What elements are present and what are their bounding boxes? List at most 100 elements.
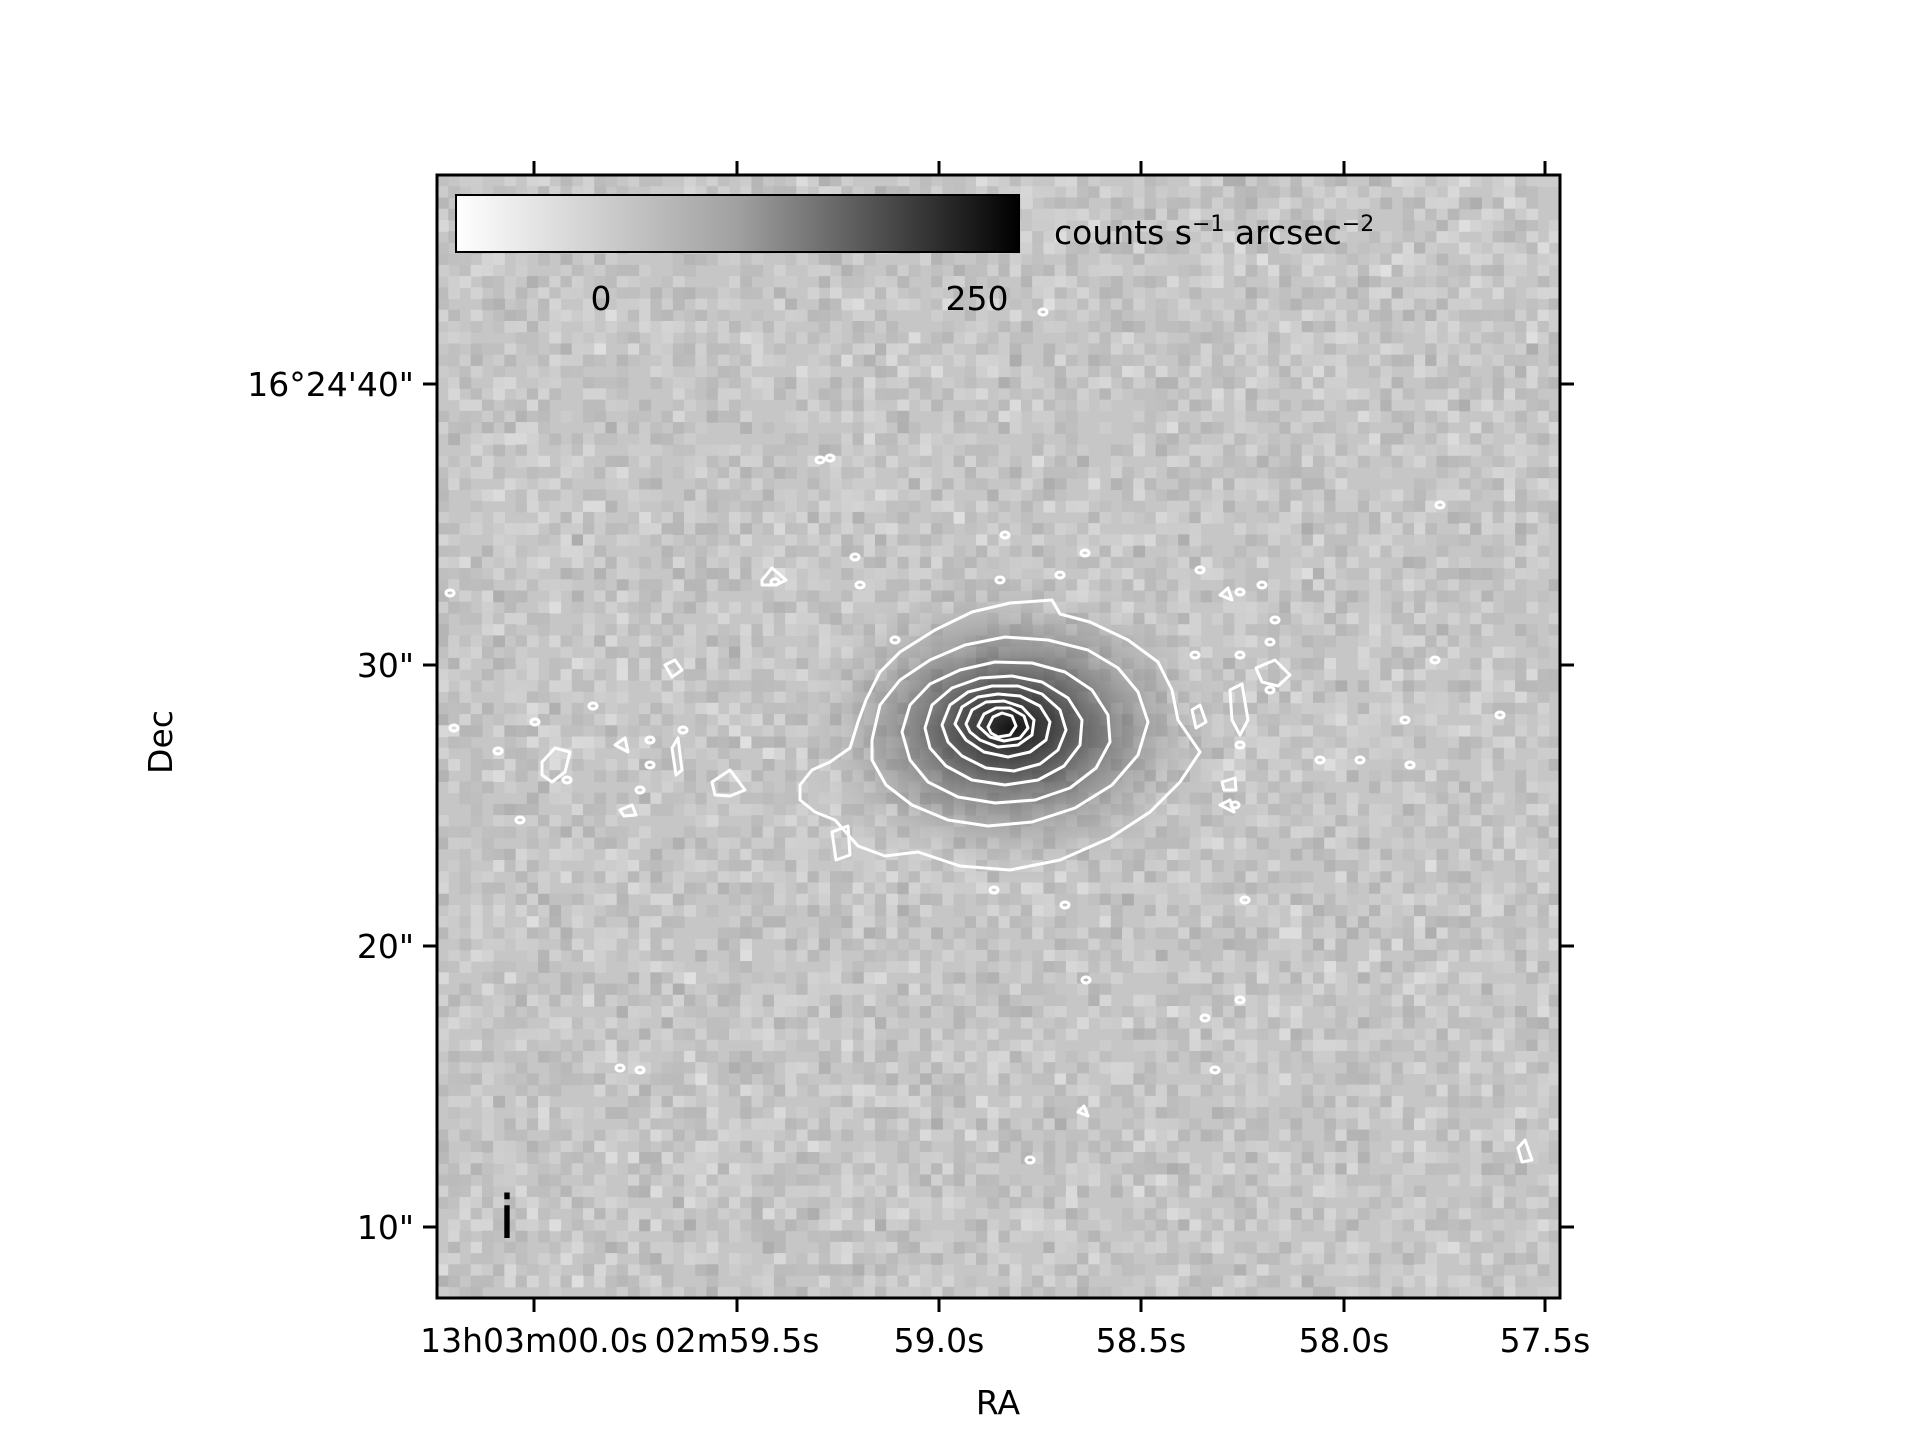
noise-pixel (538, 904, 550, 917)
noise-pixel (493, 612, 505, 625)
noise-pixel (1043, 343, 1056, 356)
noise-pixel (605, 725, 618, 738)
noise-pixel (672, 961, 685, 973)
noise-pixel (549, 860, 562, 872)
noise-pixel (1391, 545, 1404, 558)
noise-pixel (1009, 377, 1022, 389)
noise-pixel (1391, 893, 1404, 906)
noise-pixel (504, 320, 517, 333)
noise-pixel (728, 758, 741, 771)
noise-pixel (1425, 433, 1438, 446)
noise-pixel (1537, 410, 1550, 423)
noise-pixel (1301, 893, 1314, 906)
noise-pixel (706, 657, 719, 670)
noise-pixel (1436, 455, 1449, 468)
noise-pixel (1211, 590, 1224, 603)
noise-pixel (672, 422, 685, 434)
noise-pixel (1245, 186, 1258, 199)
noise-pixel (504, 803, 517, 816)
noise-pixel (1032, 949, 1045, 962)
noise-pixel (627, 961, 640, 973)
noise-pixel (1133, 927, 1146, 940)
noise-pixel (1099, 961, 1112, 973)
noise-pixel (1110, 478, 1123, 491)
noise-pixel (1481, 208, 1494, 221)
noise-pixel (1414, 904, 1426, 917)
noise-pixel (728, 927, 741, 940)
noise-pixel (1211, 320, 1224, 333)
noise-pixel (1178, 208, 1191, 221)
noise-pixel (886, 489, 899, 502)
noise-pixel (1223, 938, 1235, 951)
noise-pixel (594, 815, 607, 827)
noise-pixel (785, 590, 797, 603)
noise-pixel (1009, 994, 1022, 1007)
noise-pixel (1470, 466, 1482, 479)
noise-pixel (1481, 792, 1494, 805)
noise-pixel (841, 410, 854, 423)
noise-pixel (1481, 949, 1494, 962)
noise-pixel (1110, 568, 1123, 580)
noise-pixel (571, 848, 584, 861)
noise-pixel (1043, 949, 1056, 962)
noise-pixel (1458, 511, 1471, 524)
noise-pixel (706, 669, 719, 681)
noise-pixel (1537, 332, 1550, 345)
noise-pixel (627, 972, 640, 985)
noise-pixel (1526, 523, 1539, 535)
noise-pixel (841, 1028, 854, 1041)
noise-pixel (526, 320, 539, 333)
noise-pixel (616, 904, 629, 917)
noise-pixel (785, 781, 797, 794)
noise-pixel (1301, 455, 1314, 468)
noise-pixel (773, 579, 786, 592)
noise-pixel (1223, 635, 1235, 648)
noise-pixel (1335, 758, 1348, 771)
noise-pixel (1335, 523, 1348, 535)
noise-pixel (1077, 231, 1089, 243)
noise-pixel (931, 343, 943, 356)
noise-pixel (1324, 231, 1336, 243)
noise-pixel (1312, 433, 1325, 446)
noise-pixel (1020, 1028, 1033, 1041)
noise-pixel (863, 579, 876, 592)
noise-pixel (1425, 568, 1438, 580)
noise-pixel (1077, 1017, 1089, 1030)
noise-pixel (717, 1017, 730, 1030)
noise-pixel (470, 556, 483, 569)
noise-pixel (908, 904, 921, 917)
noise-pixel (1537, 961, 1550, 973)
noise-pixel (740, 1006, 753, 1018)
noise-pixel (1548, 455, 1560, 468)
noise-pixel (1065, 1028, 1078, 1041)
noise-pixel (807, 466, 820, 479)
noise-pixel (1503, 736, 1516, 749)
noise-pixel (1043, 927, 1056, 940)
noise-pixel (863, 848, 876, 861)
noise-pixel (481, 949, 494, 962)
noise-pixel (1312, 803, 1325, 816)
noise-pixel (650, 803, 663, 816)
noise-pixel (1110, 219, 1123, 232)
noise-pixel (515, 803, 528, 816)
noise-pixel (437, 309, 449, 322)
noise-pixel (1144, 365, 1157, 378)
noise-pixel (1425, 287, 1438, 300)
noise-pixel (1357, 354, 1370, 367)
noise-pixel (1077, 175, 1089, 187)
noise-pixel (1065, 332, 1078, 345)
noise-pixel (740, 534, 753, 547)
noise-pixel (470, 433, 483, 446)
noise-pixel (1178, 298, 1191, 311)
noise-pixel (863, 287, 876, 300)
noise-pixel (818, 612, 831, 625)
noise-pixel (627, 949, 640, 962)
noise-pixel (762, 646, 775, 659)
noise-pixel (594, 601, 607, 614)
noise-pixel (470, 714, 483, 726)
noise-pixel (549, 949, 562, 962)
noise-pixel (1032, 455, 1045, 468)
noise-pixel (1211, 972, 1224, 985)
noise-pixel (1346, 309, 1359, 322)
noise-pixel (1357, 837, 1370, 850)
